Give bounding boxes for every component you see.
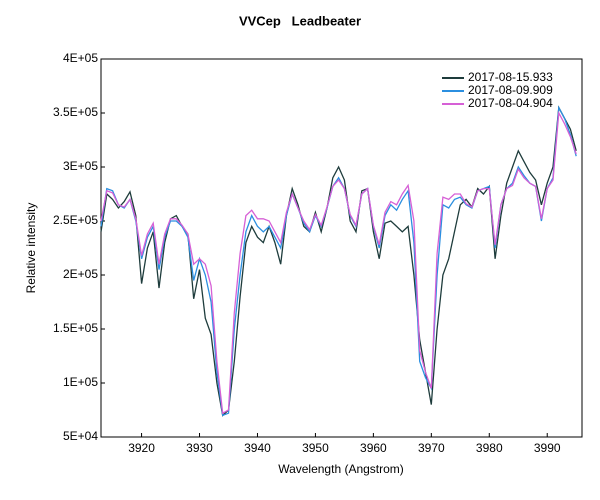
- x-axis-label: Wavelength (Angstrom): [278, 462, 404, 476]
- y-tick-label: 1E+05: [63, 375, 98, 389]
- x-tick-label: 3990: [534, 441, 561, 455]
- y-tick-label: 1.5E+05: [53, 321, 98, 335]
- x-tick-label: 3940: [244, 441, 271, 455]
- x-tick-label: 3970: [418, 441, 445, 455]
- x-tick-label: 3960: [360, 441, 387, 455]
- y-axis-label: Relative intensity: [24, 203, 38, 294]
- y-tick-label: 5E+04: [63, 429, 98, 443]
- x-tick-label: 3930: [186, 441, 213, 455]
- x-tick-label: 3950: [302, 441, 329, 455]
- legend-label: 2017-08-15.933: [468, 70, 553, 84]
- series-line: [100, 110, 577, 415]
- y-tick-label: 3.5E+05: [53, 105, 98, 119]
- series-line: [100, 105, 577, 417]
- legend-label: 2017-08-09.909: [468, 83, 553, 97]
- legend-label: 2017-08-04.904: [468, 96, 553, 110]
- y-tick-label: 4E+05: [63, 51, 98, 65]
- y-tick-label: 3E+05: [63, 159, 98, 173]
- plot-frame: [100, 58, 583, 438]
- chart-title: VVCep Leadbeater: [239, 13, 361, 28]
- y-tick-label: 2E+05: [63, 267, 98, 281]
- y-tick-label: 2.5E+05: [53, 213, 98, 227]
- x-tick-label: 3920: [128, 441, 155, 455]
- x-tick-label: 3980: [476, 441, 503, 455]
- series-line: [100, 105, 577, 417]
